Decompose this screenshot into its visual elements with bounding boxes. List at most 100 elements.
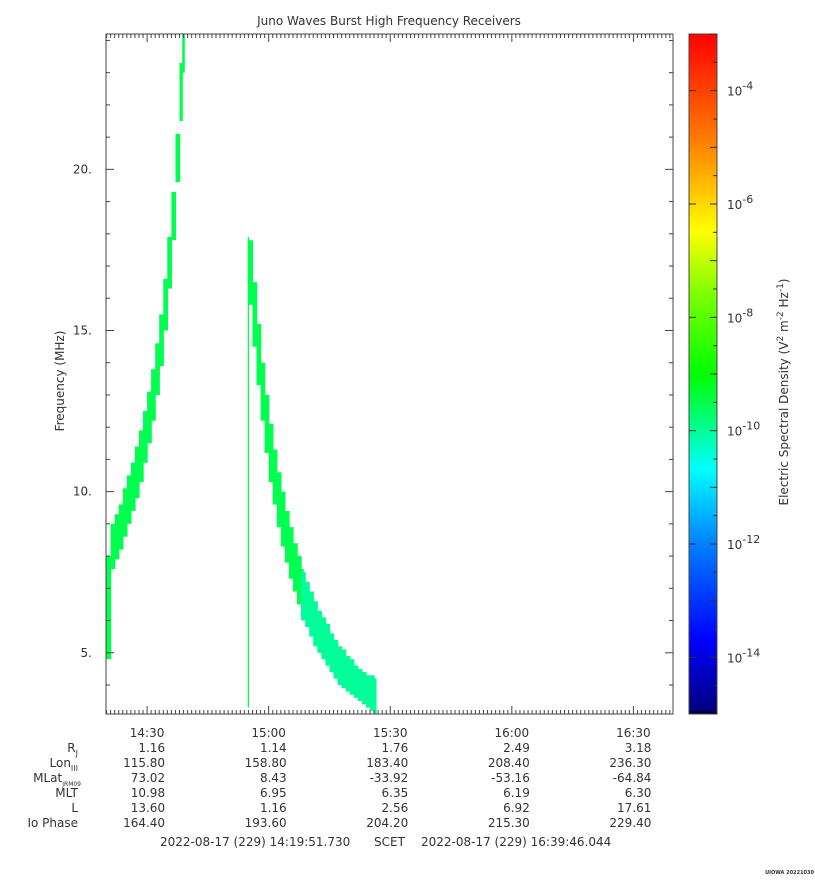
ephemeris-value: 3.18 <box>625 741 652 755</box>
colorbar-tick-label: 10-14 <box>727 646 760 665</box>
emission-bin <box>155 343 160 395</box>
ephemeris-value: -53.16 <box>491 771 530 785</box>
plot-frame <box>105 33 674 715</box>
ephemeris-value: 10.98 <box>131 786 165 800</box>
emission-bin <box>122 488 128 537</box>
y-tick-label: 15. <box>73 323 92 337</box>
emission-bin <box>341 649 347 689</box>
emission-bin <box>260 362 266 421</box>
ephemeris-value: 6.30 <box>625 786 652 800</box>
emission-bin <box>374 678 377 714</box>
emission-bin <box>114 514 120 560</box>
ephemeris-value: 2.49 <box>503 741 530 755</box>
emission-bin <box>345 656 351 692</box>
ephemeris-value: 158.80 <box>245 756 287 770</box>
emission-bin <box>297 556 302 605</box>
emission-bin <box>268 424 274 482</box>
ephemeris-value: 1.16 <box>260 801 287 815</box>
emission-bin <box>126 475 132 524</box>
footer-scet-label: SCET <box>374 835 406 849</box>
ephemeris-value: -64.84 <box>613 771 652 785</box>
emission-bin <box>301 572 306 621</box>
emission-bin <box>313 601 318 647</box>
emission-bin <box>151 369 156 421</box>
emission-bin <box>337 646 343 685</box>
ephemeris-value: 1.14 <box>260 741 287 755</box>
colorbar-tick-label: 10-10 <box>727 420 760 439</box>
y-tick-label: 10. <box>73 485 92 499</box>
ephemeris-label: L <box>71 801 78 815</box>
colorbar-tick-label: 10-12 <box>727 533 760 552</box>
emission-bin <box>264 394 270 453</box>
ephemeris-value: 6.19 <box>503 786 530 800</box>
emission-bin <box>171 191 177 241</box>
emission-bin <box>130 462 136 511</box>
axes: 5. 10. 15. 20. 14:30 15:00 15:30 16:00 16:30 <box>73 34 673 740</box>
ephemeris-value: 6.92 <box>503 801 530 815</box>
ephemeris-value: 73.02 <box>131 771 165 785</box>
ephemeris-value: 215.30 <box>488 816 530 830</box>
ephemeris-value: -33.92 <box>370 771 409 785</box>
emission-bin <box>159 314 164 366</box>
emission-bin <box>110 523 116 569</box>
emission-bin <box>256 324 262 386</box>
ephemeris-value: 193.60 <box>245 816 287 830</box>
emission-bin <box>305 581 310 627</box>
ephemeris-value: 115.80 <box>123 756 165 770</box>
spectrogram-data <box>106 34 377 714</box>
ephemeris-value: 183.40 <box>366 756 408 770</box>
y-axis-label: Frequency (MHz) <box>53 331 67 432</box>
emission-bin <box>361 672 367 705</box>
emission-bin <box>280 491 286 547</box>
colorbar-tick-label: 10-4 <box>727 80 753 99</box>
x-tick-label: 16:00 <box>495 726 530 740</box>
emission-bin <box>179 63 183 121</box>
ephemeris-value: 13.60 <box>131 801 165 815</box>
emission-bin <box>293 543 298 592</box>
ephemeris-value: 204.20 <box>366 816 408 830</box>
ephemeris-value: 229.40 <box>609 816 651 830</box>
colorbar-tick-label: 10-6 <box>727 193 753 212</box>
emission-bin <box>333 639 339 679</box>
emission-bin <box>321 617 327 660</box>
ephemeris-value: 208.40 <box>488 756 530 770</box>
emission-bin <box>175 133 181 183</box>
emission-bin <box>288 527 294 579</box>
ephemeris-value: 1.16 <box>138 741 165 755</box>
ephemeris-value: 2.56 <box>382 801 409 815</box>
x-tick-label: 16:30 <box>616 726 651 740</box>
ephemeris-value: 6.35 <box>382 786 409 800</box>
emission-bin <box>329 633 335 673</box>
emission-bin <box>272 449 278 505</box>
chart-title: Juno Waves Burst High Frequency Receiver… <box>256 14 521 28</box>
y-tick-label: 5. <box>81 646 92 660</box>
ephemeris-value: 236.30 <box>609 756 651 770</box>
ephemeris-label: RJ <box>67 741 78 758</box>
y-tick-label: 20. <box>73 162 92 176</box>
emission-bin <box>252 282 258 347</box>
emission-bin <box>118 504 124 550</box>
footer-end-time: 2022-08-17 (229) 16:39:46.044 <box>421 835 611 849</box>
colorbar-tick-label: 10-8 <box>727 306 753 325</box>
emission-bin <box>365 675 371 708</box>
emission-bin <box>309 591 314 637</box>
footer-stamp: UIOWA 20221030 <box>765 870 814 876</box>
ephemeris-value: 1.76 <box>382 741 409 755</box>
ephemeris-value: 164.40 <box>123 816 165 830</box>
ephemeris-value: 17.61 <box>617 801 651 815</box>
ephemeris-value: 8.43 <box>260 771 287 785</box>
colorbar-label: Electric Spectral Density (V2 m-2 Hz-1) <box>776 278 791 505</box>
ephemeris-label: MLT <box>55 786 78 800</box>
emission-bin <box>143 411 148 463</box>
emission-bin <box>248 240 254 305</box>
plot-area <box>106 34 673 714</box>
emission-bin <box>284 511 290 563</box>
emission-bin <box>353 665 359 698</box>
ephemeris-label: Io Phase <box>27 816 78 830</box>
emission-bin <box>370 675 375 711</box>
emission-bin <box>167 237 172 289</box>
emission-bin <box>106 556 112 660</box>
footer-start-time: 2022-08-17 (229) 14:19:51.730 <box>160 835 350 849</box>
emission-bin <box>357 668 363 702</box>
